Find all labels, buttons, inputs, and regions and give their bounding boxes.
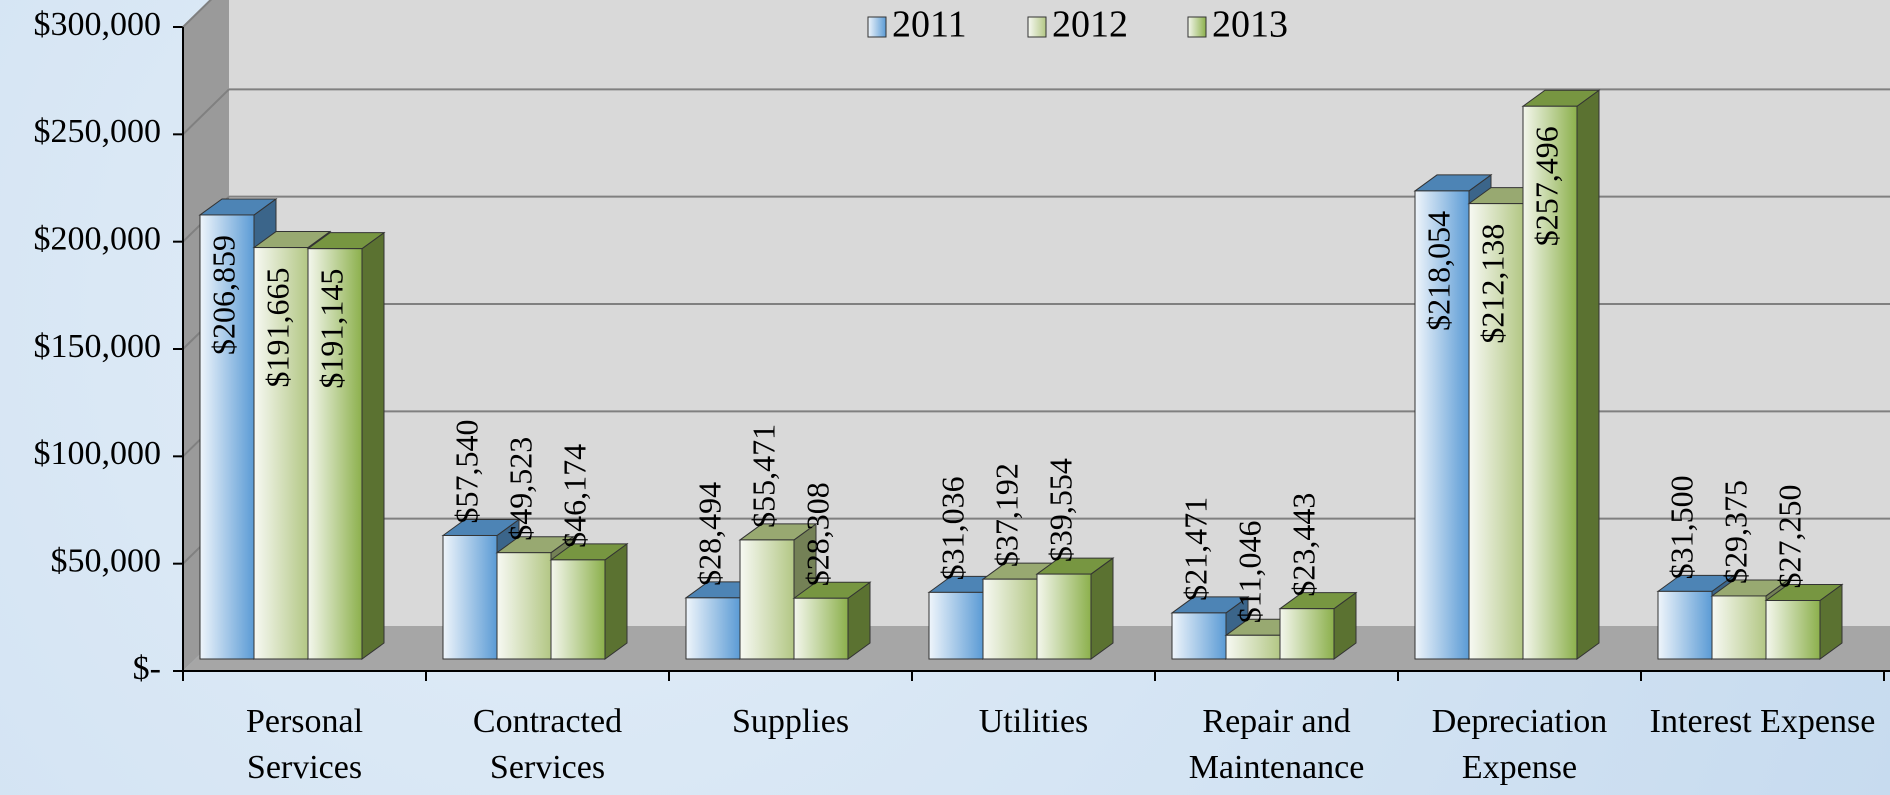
bar: [307, 248, 363, 660]
legend-label: 2011: [892, 4, 967, 46]
data-label: $39,554: [1042, 458, 1078, 562]
data-label: $11,046: [1231, 520, 1267, 623]
y-tick-label: $300,000: [34, 6, 162, 43]
bar: [1171, 612, 1227, 660]
legend-swatch: [1027, 16, 1047, 38]
bar: [928, 591, 984, 660]
data-label: $23,443: [1285, 493, 1321, 597]
data-label: $49,523: [502, 437, 538, 541]
bar: [1279, 608, 1335, 660]
y-tick-label: $250,000: [34, 113, 162, 150]
grid-line: [182, 88, 230, 136]
data-label: $31,036: [934, 476, 970, 580]
bar: [739, 539, 795, 660]
data-label: $191,145: [313, 269, 349, 389]
bar: [442, 534, 498, 660]
data-label: $31,500: [1663, 475, 1699, 579]
bar: [685, 597, 741, 660]
data-label: $37,192: [988, 463, 1024, 567]
data-label: $29,375: [1717, 480, 1753, 584]
bar-side: [1090, 557, 1114, 660]
data-label: $46,174: [556, 444, 592, 548]
x-tick-label: Contracted Services: [472, 703, 623, 786]
data-label: $212,138: [1474, 224, 1510, 344]
y-tick-label: $100,000: [34, 435, 162, 472]
bar: [1522, 105, 1578, 660]
legend-label: 2013: [1212, 4, 1288, 46]
legend-label: 2012: [1052, 4, 1128, 46]
legend-swatch: [1187, 16, 1207, 38]
x-tick-label: Repair and Maintenance: [1188, 703, 1365, 786]
x-tick-label: Interest Expense: [1649, 703, 1876, 740]
bar: [982, 578, 1038, 660]
bar-side: [1576, 89, 1600, 660]
x-tick-label: Personal Services: [245, 703, 364, 786]
x-tick-label: Depreciation Expense: [1431, 703, 1608, 786]
bar: [1036, 573, 1092, 660]
bar: [1468, 203, 1524, 660]
y-tick-label: $150,000: [34, 328, 162, 365]
data-label: $28,308: [799, 482, 835, 586]
data-label: $191,665: [259, 268, 295, 388]
data-label: $55,471: [745, 424, 781, 528]
bar: [1711, 595, 1767, 660]
bar: [550, 559, 606, 660]
y-tick-label: $-: [133, 650, 161, 687]
data-label: $28,494: [691, 482, 727, 586]
data-label: $206,859: [205, 235, 241, 355]
x-tick-label: Utilities: [978, 703, 1089, 740]
bar: [1225, 634, 1281, 660]
bar: [1765, 600, 1821, 660]
bar: [1657, 590, 1713, 660]
y-tick-label: $50,000: [51, 542, 162, 579]
data-label: $27,250: [1771, 485, 1807, 589]
bar-side: [604, 542, 628, 660]
legend-swatch: [867, 16, 887, 38]
data-label: $21,471: [1177, 497, 1213, 601]
y-tick-label: $200,000: [34, 220, 162, 257]
bar: [253, 247, 309, 660]
data-label: $57,540: [448, 419, 484, 523]
grid-line: [182, 0, 213, 28]
bar: [496, 552, 552, 660]
bar: [199, 214, 255, 660]
bar: [793, 597, 849, 660]
data-label: $218,054: [1420, 211, 1456, 331]
bar-side: [361, 231, 385, 660]
bar: [1414, 190, 1470, 660]
data-label: $257,496: [1528, 126, 1564, 246]
x-tick-label: Supplies: [731, 703, 850, 740]
